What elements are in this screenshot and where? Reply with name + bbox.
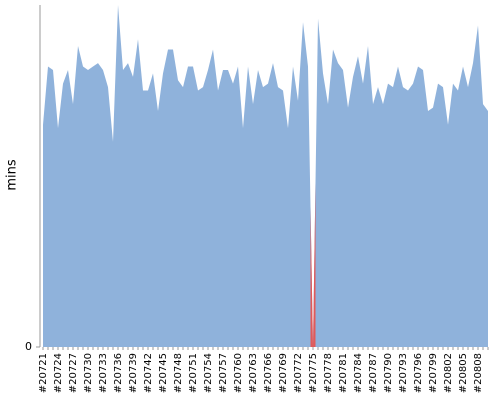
highlight-area [310, 182, 316, 347]
x-tick-label: #20760 [233, 353, 244, 393]
x-tick-label: #20733 [98, 353, 109, 393]
x-tick-label: #20805 [458, 353, 469, 393]
x-tick-label: #20793 [398, 353, 409, 393]
x-tick-label: #20754 [203, 353, 214, 393]
x-tick-label: #20802 [443, 353, 454, 393]
x-tick-label: #20748 [173, 353, 184, 393]
x-tick-label: #20787 [368, 353, 379, 393]
x-tick-label: #20757 [218, 353, 229, 393]
x-tick-label: #20730 [83, 353, 94, 393]
x-tick-label: #20796 [413, 353, 424, 393]
y-tick-label: 0 [25, 340, 32, 353]
x-tick-label: #20790 [383, 353, 394, 393]
x-tick-label: #20736 [113, 353, 124, 393]
x-tick-label: #20778 [323, 353, 334, 393]
area [43, 5, 488, 347]
x-tick-label: #20772 [293, 353, 304, 393]
x-tick-label: #20775 [308, 353, 319, 393]
x-tick-label: #20745 [158, 353, 169, 393]
x-tick-label: #20724 [53, 353, 64, 393]
x-tick-label: #20751 [188, 353, 199, 393]
x-tick-label: #20766 [263, 353, 274, 393]
x-tick-label: #20727 [68, 353, 79, 393]
x-tick-label: #20763 [248, 353, 259, 393]
x-tick-label: #20742 [143, 353, 154, 393]
y-axis-label: mins [5, 159, 20, 191]
x-tick-label: #20739 [128, 353, 139, 393]
x-tick-label: #20769 [278, 353, 289, 393]
x-tick-label: #20781 [338, 353, 349, 393]
x-tick-label: #20721 [38, 353, 49, 393]
x-tick-label: #20799 [428, 353, 439, 393]
x-tick-label: #20784 [353, 353, 364, 393]
x-tick-label: #20808 [473, 353, 484, 393]
